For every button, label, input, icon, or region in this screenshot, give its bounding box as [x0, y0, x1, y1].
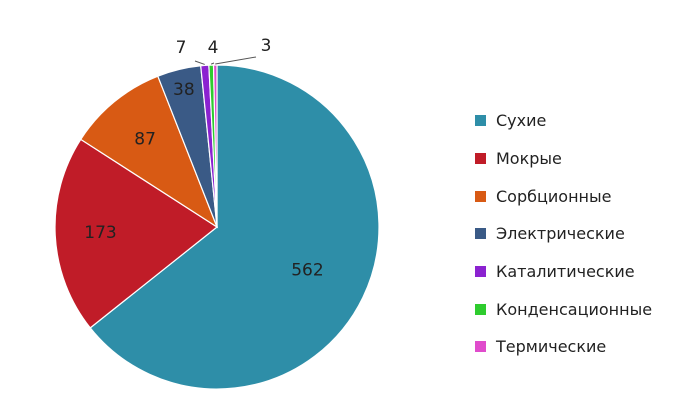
- legend-swatch: [475, 266, 486, 278]
- leader-line-7: [215, 56, 257, 65]
- leader-line-5: [194, 60, 205, 65]
- legend-item: Термические: [475, 328, 652, 366]
- data-label-5: 7: [176, 38, 187, 58]
- data-label-7: 3: [261, 36, 272, 56]
- legend-label: Каталитические: [496, 262, 635, 282]
- legend-label: Сорбционные: [496, 186, 612, 206]
- legend-label: Электрические: [496, 224, 625, 244]
- legend-item: Конденсационные: [475, 290, 652, 328]
- legend-item: Сорбционные: [475, 177, 652, 215]
- legend-swatch: [475, 228, 486, 240]
- legend-label: Сухие: [496, 111, 547, 131]
- data-label-6: 4: [208, 38, 219, 58]
- chart-legend: Сухие Мокрые Сорбционные Электрические Катал…: [475, 102, 652, 366]
- leader-line-6: [210, 62, 215, 65]
- data-label-2: 173: [84, 223, 116, 243]
- pie-slice-2: [54, 138, 219, 329]
- legend-swatch: [475, 341, 486, 353]
- legend-swatch: [475, 190, 486, 202]
- legend-item: Электрические: [475, 215, 652, 253]
- legend-swatch: [475, 115, 486, 127]
- pie-slice-7: [212, 64, 218, 228]
- legend-swatch: [475, 153, 486, 165]
- data-label-4: 38: [173, 80, 195, 100]
- legend-label: Термические: [496, 337, 607, 357]
- legend-item: Мокрые: [475, 140, 652, 178]
- pie-slice-3: [79, 75, 219, 229]
- data-label-3: 87: [134, 129, 156, 149]
- legend-swatch: [475, 303, 486, 315]
- legend-label: Конденсационные: [496, 299, 653, 319]
- data-label-1: 562: [291, 261, 323, 281]
- legend-item: Каталитические: [475, 253, 652, 291]
- pie-slice-1: [89, 64, 380, 390]
- legend-item: Сухие: [475, 102, 652, 140]
- legend-label: Мокрые: [496, 149, 562, 169]
